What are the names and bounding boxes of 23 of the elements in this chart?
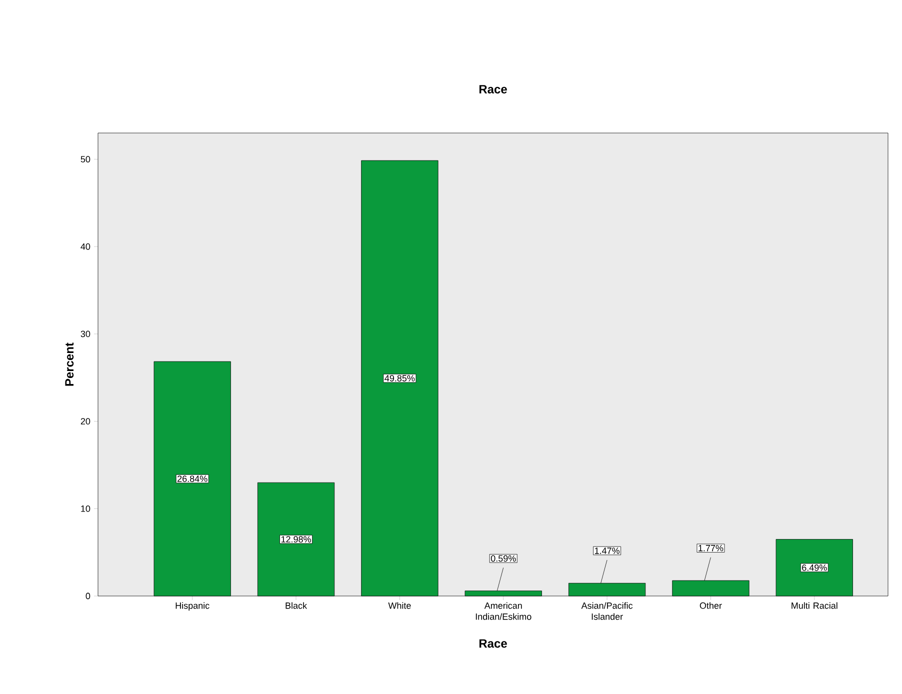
y-tick-label: 30	[80, 330, 90, 338]
y-axis-title: Percent	[65, 342, 74, 386]
x-tick-label: Hispanic	[176, 602, 210, 611]
x-tick-label: American Indian/Eskimo	[476, 602, 532, 620]
chart-title: Race	[479, 85, 507, 94]
data-label: 1.47%	[594, 548, 620, 554]
data-label: 1.77%	[698, 544, 724, 552]
y-tick-label: 50	[80, 156, 90, 162]
data-label: 0.59%	[490, 555, 516, 562]
y-tick-label: 40	[80, 243, 90, 250]
y-tick-label: 20	[80, 418, 90, 424]
x-tick-label: White	[388, 602, 411, 609]
data-label: 26.84%	[178, 476, 208, 482]
x-axis-title: Race	[479, 639, 507, 648]
data-label: 6.49%	[802, 564, 827, 571]
x-tick-label: Other	[700, 602, 722, 609]
x-tick-label: Multi Racial	[792, 602, 838, 609]
data-label: 49.85%	[384, 375, 415, 382]
x-tick-label: Black	[286, 602, 308, 609]
y-tick-label: 0	[86, 592, 90, 600]
data-label: 12.98%	[281, 536, 311, 542]
y-tick-label: 10	[81, 505, 90, 512]
x-tick-label: Asian/Pacific Islander	[581, 602, 633, 620]
